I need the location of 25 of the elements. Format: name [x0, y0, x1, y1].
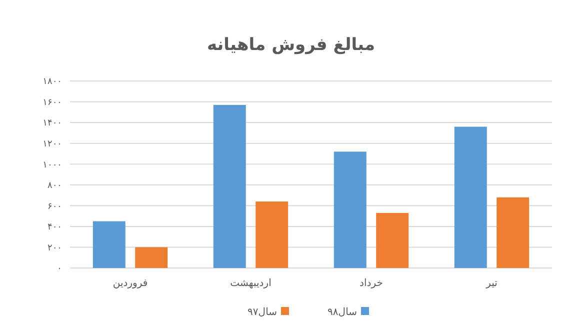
y-tick-label: ۴۰۰ [47, 222, 62, 233]
x-tick-label: خرداد [360, 278, 383, 289]
y-tick-label: ۱۴۰۰ [42, 118, 62, 129]
y-tick-label: ۲۰۰ [47, 243, 62, 254]
x-tick-label: اردیبهشت [230, 278, 272, 289]
y-tick-label: ۱۶۰۰ [42, 98, 62, 108]
legend-label: سال۹۷ [248, 307, 277, 318]
y-tick-label: ۱۸۰۰ [42, 77, 62, 88]
x-tick-label: تیر [485, 278, 498, 289]
bar [256, 202, 288, 268]
y-tick-label: ۸۰۰ [47, 181, 62, 192]
y-tick-label: ۶۰۰ [47, 202, 62, 212]
bar [334, 152, 366, 268]
bar [454, 126, 487, 268]
y-tick-label: ۱۲۰۰ [42, 139, 62, 150]
bar [496, 197, 530, 268]
bar [135, 247, 168, 268]
y-tick-label: ۰ [57, 264, 62, 274]
y-tick-label: ۱۰۰۰ [42, 160, 62, 170]
chart-title: مبالغ فروش ماهیانه [206, 35, 376, 55]
bar [376, 212, 409, 268]
bar [213, 104, 246, 268]
x-tick-label: فروردین [112, 278, 148, 289]
legend-label: سال۹۸ [328, 307, 357, 318]
bar [92, 221, 126, 268]
